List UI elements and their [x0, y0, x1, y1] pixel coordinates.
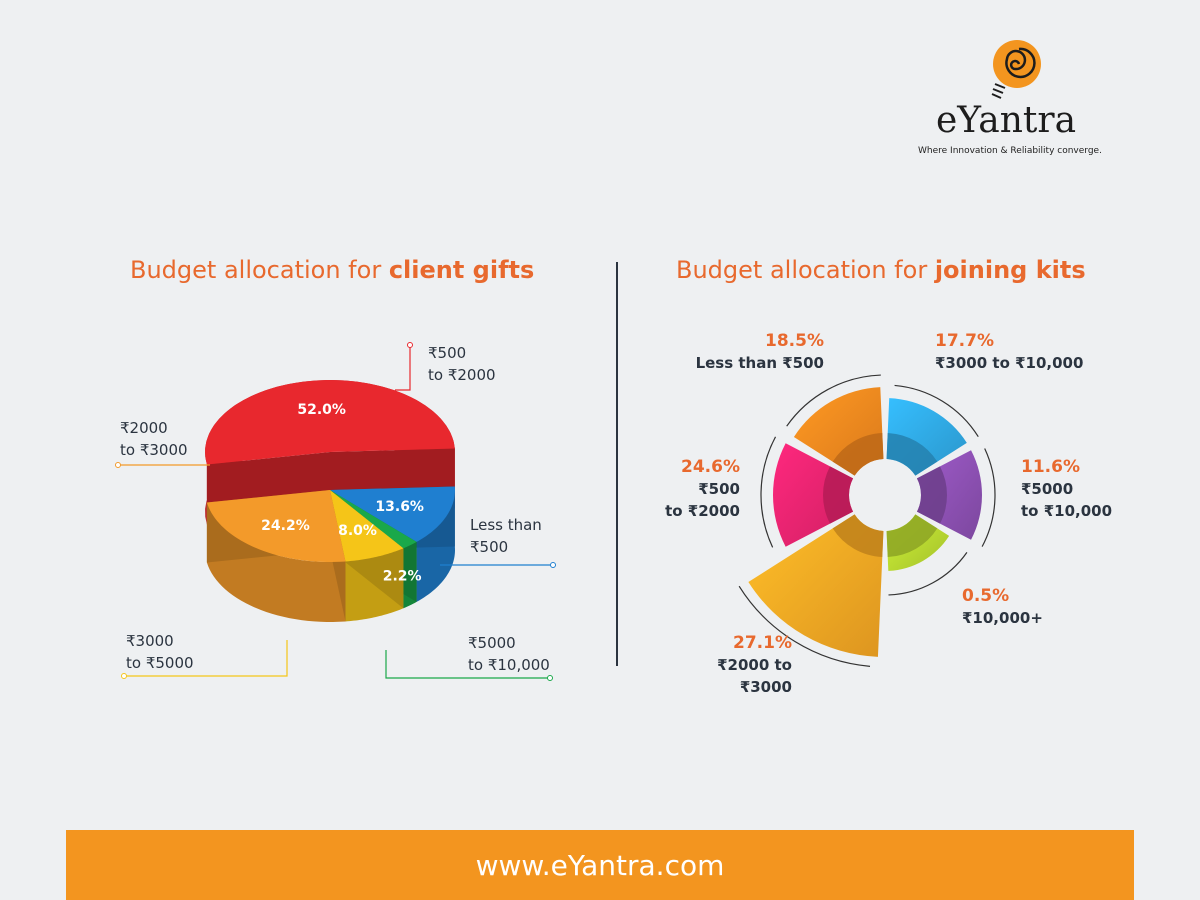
segment-inner-0 — [886, 433, 938, 476]
label-5000-10000-r: 11.6% ₹5000 to ₹10,000 — [1021, 457, 1113, 520]
label-2000-3000-r: 27.1% ₹2000 to ₹3000 — [717, 633, 792, 696]
label-less-500: Less than ₹500 — [470, 516, 542, 556]
leader-line — [385, 650, 550, 679]
pie-slice-0 — [205, 380, 455, 465]
value-label: 24.2% — [261, 518, 310, 534]
label-3000-5000: ₹3000 to ₹5000 — [126, 632, 194, 672]
leader-dot — [547, 675, 553, 681]
pie-slice-1 — [330, 486, 455, 542]
arrow-arc — [786, 374, 881, 427]
arrow-arc — [738, 585, 871, 667]
title-prefix: Budget allocation for — [130, 256, 389, 284]
arrow-arc — [894, 384, 979, 438]
segment-inner-1 — [916, 466, 947, 524]
value-label: 8.0% — [338, 523, 377, 539]
leader-dot — [550, 562, 556, 568]
segment-inner-5 — [832, 433, 884, 476]
arrow-arc — [888, 552, 968, 596]
leader-dot — [407, 342, 413, 348]
logo — [985, 38, 1045, 108]
label-10000-plus: 0.5% ₹10,000+ — [962, 586, 1043, 627]
brand-name: eYantra — [936, 100, 1077, 141]
arrow-arc — [981, 448, 996, 547]
pie-slice-2 — [330, 490, 417, 549]
label-500-2000: ₹500 to ₹2000 — [428, 344, 496, 384]
title-prefix: Budget allocation for — [676, 256, 935, 284]
label-5000-10000: ₹5000 to ₹10,000 — [468, 634, 550, 674]
joining-kits-chart — [738, 374, 996, 667]
leader-dot — [121, 673, 127, 679]
label-2000-3000: ₹2000 to ₹3000 — [120, 419, 188, 459]
arrow-arc — [760, 436, 777, 548]
right-chart-title: Budget allocation for joining kits — [676, 256, 1086, 284]
segment-inner-4 — [823, 466, 854, 524]
brand-tagline: Where Innovation & Reliability converge. — [918, 146, 1102, 156]
value-label: 2.2% — [383, 569, 422, 585]
label-500-2000-r: 24.6% ₹500 to ₹2000 — [665, 457, 740, 520]
label-less-500-r: 18.5% Less than ₹500 — [695, 331, 824, 372]
pie-slice-4 — [206, 490, 346, 562]
segment-3 — [748, 514, 884, 657]
left-chart-title: Budget allocation for client gifts — [130, 256, 534, 284]
pie-slice-side — [206, 502, 346, 622]
footer-bar: www.eYantra.com — [66, 830, 1134, 900]
leader-line — [395, 345, 411, 391]
title-bold: client gifts — [388, 256, 535, 284]
leader-dot — [115, 462, 121, 468]
segment-inner-2 — [886, 514, 938, 557]
client-gifts-pie: 52.0% 13.6% 2.2% 8.0% 24.2% — [115, 342, 556, 681]
pie-slice-3 — [330, 490, 404, 562]
value-label: 52.0% — [297, 402, 346, 418]
title-bold: joining kits — [934, 256, 1086, 284]
segment-inner-3 — [832, 514, 884, 557]
logo-swirl-icon — [991, 40, 1041, 99]
value-label: 13.6% — [375, 499, 424, 515]
divider — [616, 262, 618, 666]
website-link[interactable]: www.eYantra.com — [475, 848, 725, 882]
leader-line — [124, 640, 288, 677]
label-3000-10000: 17.7% ₹3000 to ₹10,000 — [935, 331, 1084, 372]
